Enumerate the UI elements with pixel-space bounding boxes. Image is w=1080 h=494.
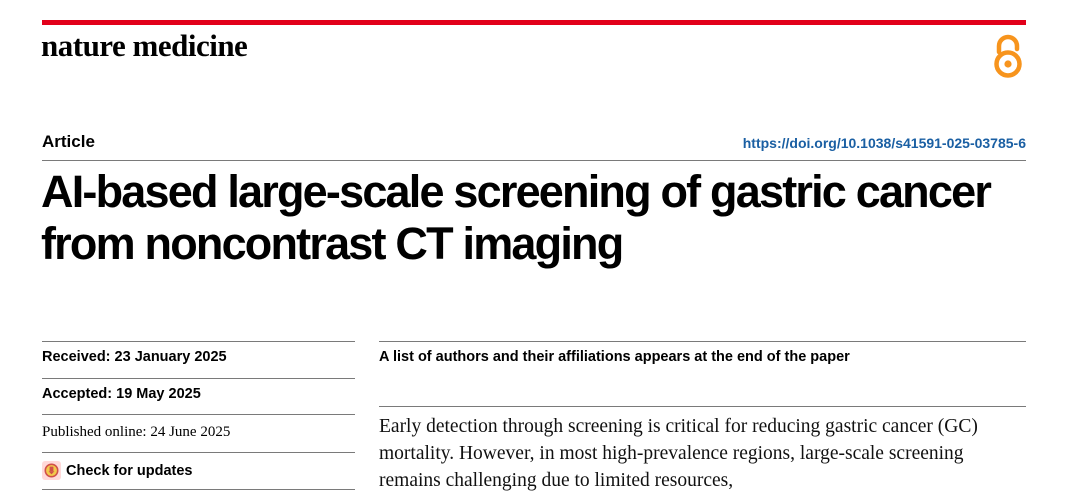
check-for-updates-button[interactable]: Check for updates — [42, 461, 193, 480]
meta-divider-top — [42, 341, 355, 342]
meta-divider-bottom — [42, 489, 355, 490]
meta-divider-3 — [42, 452, 355, 453]
header-divider — [42, 160, 1026, 161]
authors-divider-top — [379, 341, 1026, 342]
check-for-updates-label: Check for updates — [66, 462, 193, 479]
journal-name[interactable]: nature medicine — [41, 28, 248, 63]
meta-divider-1 — [42, 378, 355, 379]
article-title: AI-based large-scale screening of gastri… — [41, 166, 992, 269]
authors-affiliations-note: A list of authors and their affiliations… — [379, 349, 850, 365]
article-type-label: Article — [42, 132, 95, 151]
abstract-text: Early detection through screening is cri… — [379, 416, 978, 491]
doi-link[interactable]: https://doi.org/10.1038/s41591-025-03785… — [742, 135, 1026, 151]
published-date: Published online: 24 June 2025 — [42, 424, 231, 440]
meta-divider-2 — [42, 414, 355, 415]
check-updates-icon — [42, 461, 61, 480]
open-access-icon — [994, 34, 1022, 78]
received-date: Received: 23 January 2025 — [42, 349, 227, 365]
journal-accent-bar — [42, 20, 1026, 25]
accepted-date: Accepted: 19 May 2025 — [42, 386, 201, 402]
abstract-divider — [379, 406, 1026, 407]
